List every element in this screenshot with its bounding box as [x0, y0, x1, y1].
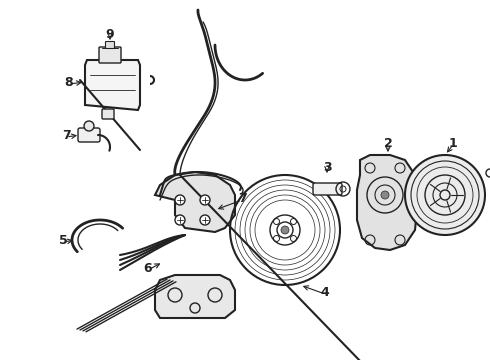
Text: 9: 9 [106, 27, 114, 41]
Polygon shape [155, 275, 235, 318]
Polygon shape [155, 172, 235, 232]
Circle shape [405, 155, 485, 235]
FancyBboxPatch shape [78, 128, 100, 142]
Text: 8: 8 [65, 76, 74, 89]
FancyBboxPatch shape [313, 183, 342, 195]
Circle shape [175, 215, 185, 225]
Text: 2: 2 [384, 136, 392, 149]
Polygon shape [357, 155, 418, 250]
Circle shape [200, 195, 210, 205]
Text: 4: 4 [320, 285, 329, 298]
Circle shape [84, 121, 94, 131]
Circle shape [175, 195, 185, 205]
Text: 1: 1 [449, 136, 457, 149]
Text: 3: 3 [323, 161, 331, 174]
Circle shape [381, 191, 389, 199]
Polygon shape [85, 60, 140, 110]
FancyBboxPatch shape [102, 109, 114, 119]
Text: 6: 6 [144, 261, 152, 274]
FancyBboxPatch shape [99, 47, 121, 63]
Circle shape [200, 215, 210, 225]
Text: 7: 7 [62, 129, 71, 141]
Text: 7: 7 [238, 192, 246, 204]
Circle shape [281, 226, 289, 234]
Text: 5: 5 [59, 234, 68, 247]
FancyBboxPatch shape [105, 41, 115, 49]
